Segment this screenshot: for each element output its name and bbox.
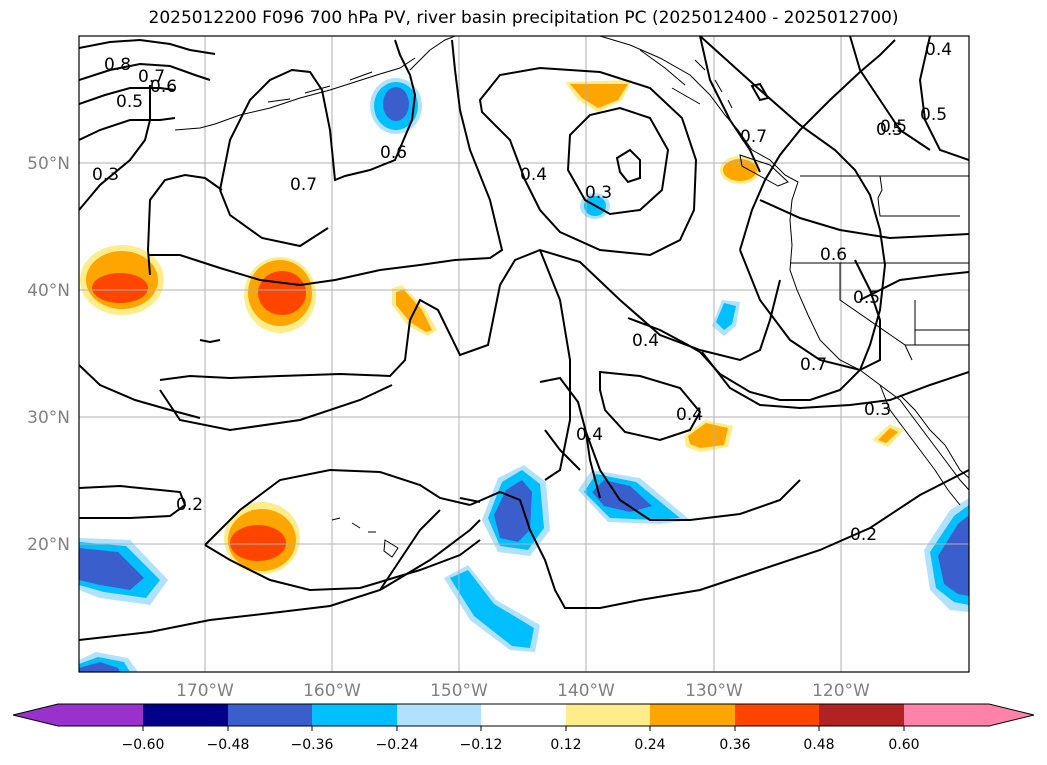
- contour-label: 0.4: [632, 331, 659, 351]
- colorbar-tick: 0.24: [634, 737, 665, 753]
- contour-label: 0.4: [925, 40, 952, 60]
- map-frame: [78, 35, 970, 673]
- colorbar-segment: [58, 704, 143, 726]
- precip-shading: [79, 78, 969, 672]
- colorbar-tick: 0.60: [888, 737, 919, 753]
- colorbar-segment: [735, 704, 819, 726]
- contour-label: 0.2: [850, 525, 877, 545]
- contour-label: 0.5: [876, 120, 903, 140]
- lon-label-160w: 160°W: [303, 681, 361, 701]
- precip-blob-positive: [80, 245, 164, 315]
- colorbar-tick: −0.60: [122, 737, 165, 753]
- contour-label: 0.4: [520, 165, 547, 185]
- precip-blob-negative: [79, 652, 138, 672]
- contour-label: 0.5: [116, 92, 143, 112]
- colorbar-segment: [143, 704, 228, 726]
- contour-label: 0.4: [576, 425, 603, 445]
- colorbar-tick: −0.48: [207, 737, 250, 753]
- precip-blob-negative: [924, 498, 969, 612]
- contour-label: 0.3: [864, 400, 891, 420]
- precip-blob-positive: [224, 502, 300, 574]
- contour-label: 0.5: [920, 105, 947, 125]
- contour-label: 0.5: [853, 288, 880, 308]
- lon-label-140w: 140°W: [557, 681, 615, 701]
- precip-blob-negative: [482, 465, 550, 556]
- colorbar-segment: [397, 704, 481, 726]
- colorbar-segment: [650, 704, 735, 726]
- contour-label: 0.6: [820, 245, 847, 265]
- pv-contours: [79, 36, 969, 641]
- lat-label-50n: 50°N: [27, 154, 70, 174]
- colorbar-over-triangle: [989, 704, 1034, 726]
- colorbar-outline: [12, 703, 1035, 727]
- colorbar-tick: 0.36: [719, 737, 750, 753]
- precip-blob-negative: [444, 565, 540, 652]
- lat-label-40n: 40°N: [27, 281, 70, 301]
- precip-blob-negative: [79, 538, 168, 605]
- coastlines: [174, 36, 969, 558]
- longitude-labels: 170°W 160°W 150°W 140°W 130°W 120°W: [176, 681, 870, 701]
- lon-label-170w: 170°W: [176, 681, 234, 701]
- contour-label: 0.4: [676, 405, 703, 425]
- lon-label-150w: 150°W: [430, 681, 488, 701]
- colorbar-segment: [566, 704, 650, 726]
- lon-label-130w: 130°W: [685, 681, 743, 701]
- colorbar-tick: −0.36: [291, 737, 334, 753]
- precip-blob-positive: [872, 424, 904, 447]
- colorbar-under-triangle: [13, 704, 58, 726]
- contour-label: 0.5: [880, 117, 907, 137]
- contour-label: 0.3: [92, 165, 119, 185]
- contour-label: 0.2: [176, 495, 203, 515]
- lon-label-120w: 120°W: [812, 681, 870, 701]
- precip-blob-negative: [712, 300, 740, 336]
- precip-blob-negative: [370, 78, 422, 134]
- lat-label-20n: 20°N: [27, 535, 70, 555]
- contour-label: 0.7: [800, 355, 827, 375]
- precip-blob-negative: [578, 470, 690, 524]
- contour-label: 0.8: [104, 55, 131, 75]
- latitude-labels: 50°N 40°N 30°N 20°N: [27, 154, 70, 555]
- map-panel: [79, 36, 969, 672]
- contour-label: 0.7: [290, 175, 317, 195]
- colorbar-segment: [819, 704, 904, 726]
- contour-label: 0.6: [150, 77, 177, 97]
- colorbar-tick: 0.12: [550, 737, 581, 753]
- contour-labels: 0.8 0.7 0.6 0.5 0.3 0.7 0.6 0.4 0.3 0.4 …: [92, 40, 952, 545]
- precip-blob-positive: [565, 80, 632, 112]
- colorbar-segment: [904, 704, 989, 726]
- map-title: 2025012200 F096 700 hPa PV, river basin …: [148, 8, 899, 28]
- contour-label: 0.6: [380, 143, 407, 163]
- precip-blob-positive: [244, 257, 316, 333]
- contour-label: 0.3: [585, 183, 612, 203]
- colorbar-segment: [228, 704, 312, 726]
- colorbar-tick: −0.24: [376, 737, 419, 753]
- colorbar-tick: 0.48: [803, 737, 834, 753]
- lat-label-30n: 30°N: [27, 408, 70, 428]
- colorbar-segment: [481, 704, 566, 726]
- colorbar-segment: [312, 704, 397, 726]
- contour-label: 0.7: [740, 127, 767, 147]
- contour-label: 0.7: [138, 67, 165, 87]
- colorbar-tick: −0.12: [460, 737, 503, 753]
- precip-blob-positive: [684, 420, 733, 452]
- colorbar: −0.60 −0.48 −0.36 −0.24 −0.12 0.12 0.24 …: [12, 703, 1035, 753]
